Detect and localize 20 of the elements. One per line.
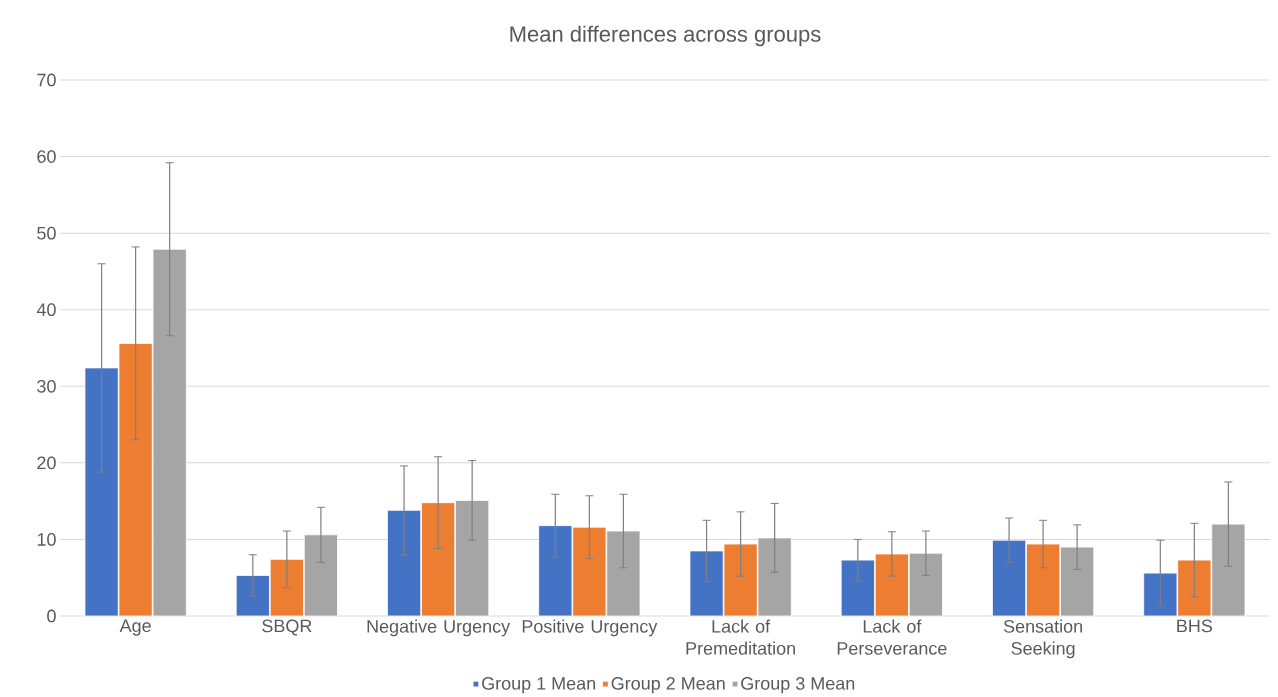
y-tick-label: 50 [37,226,56,240]
legend-label: Group 3 Mean [741,677,855,694]
x-tick-label: Positive Urgency [522,619,658,637]
x-tick-label: Age [119,619,151,636]
legend-label: Group 1 Mean [482,677,596,694]
y-tick-label: 30 [37,379,56,393]
y-tick-label: 10 [37,533,56,546]
x-tick-label: Lack of Premeditation [686,619,795,655]
y-tick-label: 70 [37,73,56,87]
x-tick-label: SBQR [262,619,312,636]
x-tick-label: Sensation Seeking [1003,619,1082,659]
x-tick-label: BHS [1177,619,1213,633]
x-tick-label: Negative Urgency [367,619,511,637]
legend-label: Group 2 Mean [611,677,725,694]
y-tick-label: 40 [36,303,56,317]
x-tick-label: Lack of Perseverance [837,619,947,655]
chart-title: Mean differences across groups [510,25,821,47]
y-tick-label: 0 [47,609,56,623]
y-tick-label: 20 [37,456,56,470]
y-tick-label: 60 [37,150,56,163]
